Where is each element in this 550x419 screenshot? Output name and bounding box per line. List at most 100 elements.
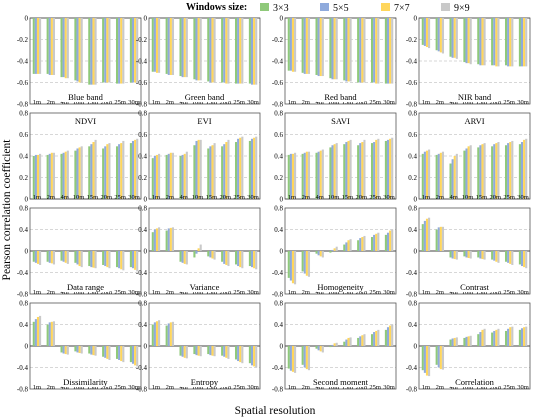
panel-frame — [284, 112, 397, 200]
bar — [301, 346, 304, 365]
bar — [179, 156, 182, 199]
panel-title-bg — [316, 282, 365, 292]
bar — [504, 18, 508, 66]
bar — [439, 18, 442, 53]
bar — [303, 251, 306, 274]
bar — [370, 237, 374, 251]
bar — [491, 251, 494, 260]
bar — [481, 251, 484, 260]
bar — [315, 18, 318, 75]
bar — [66, 251, 69, 264]
bar — [373, 142, 376, 199]
panel-variance: -0.8 -0.4 0 0.4 0.8 1m 2m 4m 10m 15m 20m 25m 30m Vari… — [136, 205, 261, 299]
bar — [74, 150, 77, 199]
bar — [504, 251, 508, 262]
bar — [465, 148, 468, 199]
bar — [453, 18, 456, 58]
bar — [386, 232, 390, 251]
bar — [169, 152, 172, 199]
x-tick-label: 30m — [128, 289, 140, 296]
panel-title-bg — [316, 377, 365, 387]
bar — [391, 229, 394, 251]
x-tick-label: 30m — [383, 194, 395, 201]
bar — [122, 251, 125, 271]
bar — [483, 251, 486, 260]
bar — [32, 156, 35, 199]
panel-evi: 0 0.2 0.4 0.6 0.8 1m 2m 4m 10m 15m 20m 25m 30m EVI — [138, 110, 261, 204]
bar — [507, 143, 510, 199]
bar — [151, 232, 154, 251]
bar — [386, 327, 390, 346]
bar — [361, 142, 364, 199]
bar — [120, 346, 123, 362]
bar — [60, 18, 63, 78]
x-tick-label: 2m — [47, 194, 55, 201]
bar — [497, 328, 500, 346]
legend-swatch — [381, 3, 390, 11]
x-tick-label: 10m — [462, 194, 474, 201]
bar — [511, 140, 514, 199]
bar — [287, 154, 290, 199]
bar — [357, 145, 360, 199]
bar — [333, 248, 336, 251]
bar — [88, 18, 91, 85]
bar — [255, 346, 258, 368]
bar — [136, 138, 139, 199]
bar — [223, 251, 226, 264]
bar — [106, 251, 109, 268]
bar — [223, 144, 226, 199]
x-tick-label: 15m — [476, 289, 488, 296]
bar — [134, 139, 137, 199]
bar — [463, 251, 466, 257]
x-tick-label: 30m — [128, 384, 140, 391]
bar — [483, 18, 486, 66]
bar — [193, 251, 196, 258]
bar — [74, 18, 77, 81]
bar — [62, 152, 65, 199]
x-tick-label: 20m — [356, 194, 368, 201]
bar — [423, 220, 426, 251]
panel-title: Dissimilarity — [63, 377, 108, 387]
bar — [463, 150, 466, 199]
bar — [349, 18, 352, 82]
x-tick-label: 1m — [152, 194, 160, 201]
bar — [195, 251, 198, 254]
bar — [165, 325, 168, 346]
bar — [253, 251, 256, 269]
y-tick-label: 0.6 — [138, 131, 147, 139]
y-tick-label: -0.4 — [136, 364, 148, 372]
y-tick-label: -0.8 — [17, 386, 29, 394]
legend-label: 5×5 — [333, 3, 349, 14]
bar — [209, 346, 212, 356]
x-tick-label: 25m — [503, 289, 515, 296]
bar — [377, 232, 380, 251]
bar — [225, 251, 228, 265]
x-tick-label: 25m — [369, 194, 381, 201]
bar — [435, 154, 438, 199]
bar — [136, 251, 139, 272]
bar — [317, 251, 320, 256]
panel-correlation: -0.8 -0.4 0 0.4 0.8 1m 2m 4m 10m 15m 20m 25m 30m Corr… — [406, 300, 531, 394]
bar — [305, 346, 308, 370]
y-tick-label: -0.4 — [406, 58, 418, 66]
bar — [197, 18, 200, 81]
bar — [104, 146, 107, 199]
x-tick-label: 25m — [369, 384, 381, 391]
bar — [241, 18, 244, 84]
x-tick-label: 4m — [316, 289, 324, 296]
y-tick-label: -0.8 — [136, 101, 148, 109]
y-tick-label: 0.2 — [138, 174, 147, 182]
x-tick-label: 25m — [233, 384, 245, 391]
x-tick-label: 30m — [247, 194, 259, 201]
y-tick-label: -0.2 — [406, 36, 418, 44]
y-tick-label: 0.8 — [138, 205, 147, 213]
bar — [167, 153, 170, 199]
x-tick-label: 25m — [503, 384, 515, 391]
bar — [315, 346, 318, 349]
y-tick-label: 0 — [280, 196, 284, 204]
legend-label: 7×7 — [394, 3, 410, 14]
y-tick-label: 0.8 — [138, 300, 147, 308]
y-tick-label: 0.8 — [274, 205, 283, 213]
panel-title: Contrast — [460, 282, 489, 292]
